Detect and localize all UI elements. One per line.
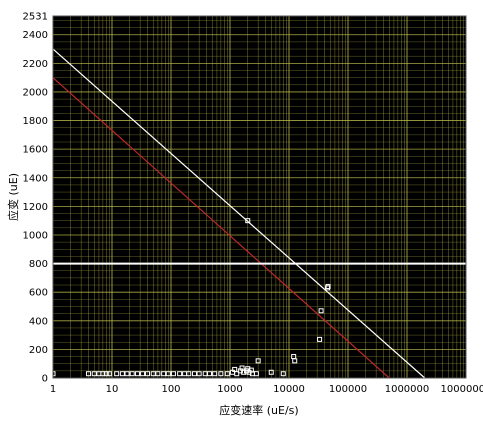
data-point bbox=[232, 366, 238, 372]
data-points bbox=[50, 218, 331, 377]
data-point bbox=[317, 336, 323, 342]
data-point bbox=[325, 285, 331, 291]
data-point bbox=[245, 218, 251, 224]
x-tick-label: 1000000 bbox=[385, 384, 430, 395]
x-tick-label: 10 bbox=[106, 384, 119, 395]
data-point bbox=[177, 371, 183, 377]
x-axis-label: 应变速率 (uE/s) bbox=[219, 403, 298, 417]
data-point bbox=[145, 371, 151, 377]
y-tick-label: 1200 bbox=[23, 202, 48, 213]
y-tick-label: 200 bbox=[29, 345, 48, 356]
data-point bbox=[318, 308, 324, 314]
data-point bbox=[224, 371, 230, 377]
y-tick-label: 400 bbox=[29, 316, 48, 327]
y-axis-ticks: 0 200 400 600 800 1000 1200 1400 1600 1800 2000 220… bbox=[23, 12, 48, 385]
data-point bbox=[207, 371, 213, 377]
data-point bbox=[155, 371, 161, 377]
data-point bbox=[100, 371, 106, 377]
data-point bbox=[212, 371, 218, 377]
y-axis-label: 应变 (uE) bbox=[6, 173, 20, 221]
y-tick-label: 800 bbox=[29, 259, 48, 270]
data-point bbox=[161, 371, 167, 377]
x-tick-label: 1000 bbox=[217, 384, 242, 395]
x-tick-label: 100 bbox=[161, 384, 180, 395]
data-point bbox=[253, 371, 259, 377]
data-point bbox=[196, 371, 202, 377]
data-point bbox=[248, 367, 254, 373]
data-point bbox=[103, 371, 109, 377]
data-point bbox=[114, 371, 120, 377]
x-tick-label: 1 bbox=[50, 384, 56, 395]
data-point bbox=[292, 358, 298, 364]
plot-frame bbox=[52, 15, 467, 379]
series-lines bbox=[52, 48, 466, 379]
y-tick-label: 600 bbox=[29, 288, 48, 299]
data-point bbox=[186, 371, 192, 377]
data-point bbox=[119, 371, 125, 377]
data-point bbox=[124, 371, 130, 377]
data-point bbox=[170, 371, 176, 377]
data-point bbox=[129, 371, 135, 377]
data-point bbox=[106, 371, 112, 377]
plot-area bbox=[53, 16, 466, 378]
data-point bbox=[134, 371, 140, 377]
y-tick-label: 1800 bbox=[23, 116, 48, 127]
data-point bbox=[165, 371, 171, 377]
white-fit-line bbox=[52, 48, 426, 379]
data-point bbox=[86, 371, 92, 377]
x-tick-label: 10000 bbox=[273, 384, 305, 395]
y-tick-label: 1000 bbox=[23, 230, 48, 241]
red-fit-line bbox=[52, 77, 390, 379]
x-tick-label: 100000 bbox=[329, 384, 367, 395]
y-tick-label: 0 bbox=[42, 374, 48, 385]
y-tick-label: 1400 bbox=[23, 173, 48, 184]
data-point bbox=[239, 365, 245, 371]
data-point bbox=[218, 371, 224, 377]
data-point bbox=[268, 369, 274, 375]
data-point bbox=[280, 371, 286, 377]
data-point bbox=[255, 358, 261, 364]
y-tick-label: 1600 bbox=[23, 145, 48, 156]
data-point bbox=[91, 371, 97, 377]
y-tick-label: 2531 bbox=[23, 12, 48, 23]
data-point bbox=[140, 371, 146, 377]
y-tick-label: 2200 bbox=[23, 59, 48, 70]
data-point bbox=[325, 283, 331, 289]
grid bbox=[52, 16, 466, 379]
y-tick-label: 2000 bbox=[23, 87, 48, 98]
data-point bbox=[191, 371, 197, 377]
data-point bbox=[150, 371, 156, 377]
y-tick-label: 2400 bbox=[23, 30, 48, 41]
